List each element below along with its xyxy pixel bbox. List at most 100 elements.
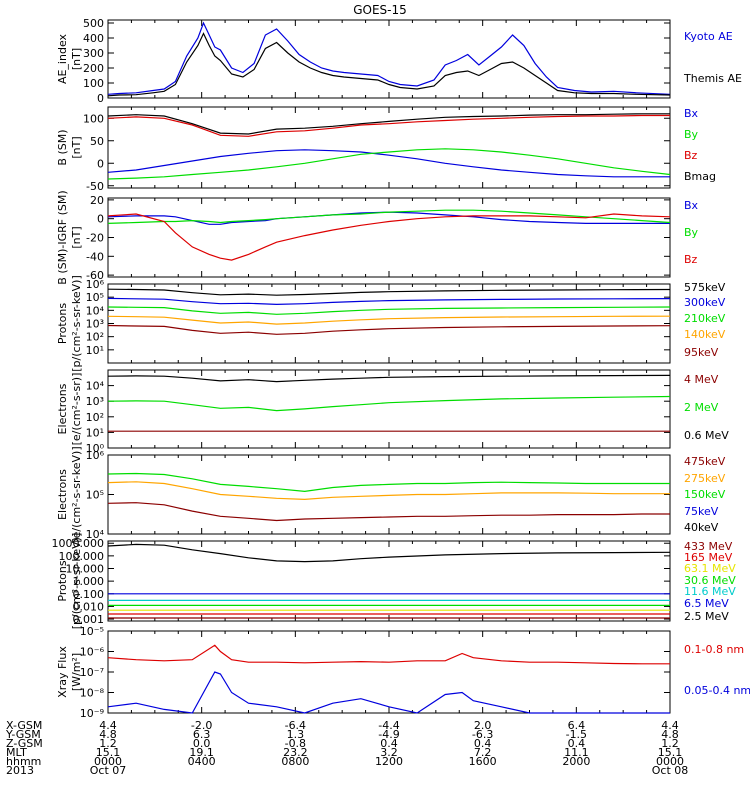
series-line-bmag [107, 113, 670, 135]
footer-value: 0800 [281, 755, 309, 768]
legend-entry: Bx [684, 107, 699, 120]
ytick-label: 20 [90, 194, 104, 207]
footer-value: -6.3 [472, 728, 493, 741]
footer-value: 4.4 [99, 719, 117, 732]
series-line-300kev [107, 297, 671, 306]
footer-value: 6.3 [193, 728, 211, 741]
legend-entry: 6.5 MeV [684, 597, 729, 610]
series-line-95kev [107, 324, 671, 335]
ytick-label: 10³ [86, 318, 104, 331]
panel-frame [107, 630, 671, 714]
ytick-label: 0 [97, 157, 104, 170]
footer-value: 15.1 [96, 746, 121, 759]
legend-entry: By [684, 128, 699, 141]
ytick-label: -40 [86, 250, 104, 263]
panel-frame [107, 197, 671, 278]
footer-value: 1600 [469, 755, 497, 768]
ytick-label: 0.001 [73, 613, 105, 626]
footer-value: -6.4 [285, 719, 306, 732]
legend-entry: Bz [684, 253, 698, 266]
y-axis-label: Protons [56, 303, 69, 344]
panel-bigrf: -60 -40 -20 0 20 B (SM)-IGRF (SM) [nT] Bx By Bz [56, 190, 699, 284]
ytick-label: -50 [86, 180, 104, 193]
series-line-bz [107, 114, 670, 137]
ytick-label: 10⁶ [86, 278, 105, 291]
ytick-label: 10³ [86, 395, 104, 408]
figure-title: GOES-15 [353, 3, 407, 17]
y-axis-label: B (SM) [56, 129, 69, 165]
legend-entry: Themis AE [683, 72, 742, 85]
footer-value: 1.3 [287, 728, 305, 741]
legend-entry: Bmag [684, 170, 716, 183]
footer-ephemeris: X-GSMY-GSMZ-GSMMLThhmm20134.44.81.215.10… [5, 719, 688, 777]
ytick-label: 10⁴ [86, 304, 105, 317]
footer-value: -4.9 [378, 728, 399, 741]
legend-entry: 75keV [684, 505, 719, 518]
footer-value: 0000 [656, 755, 684, 768]
series-line-0-1-0-8-nm [107, 644, 670, 665]
footer-row-label: X-GSM [6, 719, 42, 732]
ytick-label: 10¹ [86, 344, 104, 357]
panel-electrons_mev: 10⁰ 10¹ 10² 10³ 10⁴ Electrons [e/(cm²-s-sr)] 4 … [56, 369, 729, 455]
footer-value: 4.8 [661, 728, 679, 741]
footer-value: 4.4 [661, 719, 679, 732]
ytick-label: 10⁴ [86, 528, 105, 541]
legend-entry: 275keV [684, 472, 726, 485]
footer-value: Oct 08 [652, 764, 689, 777]
y-axis-label: [p/(cm²-s-sr-keV)] [70, 533, 83, 630]
footer-value: -4.4 [378, 719, 399, 732]
ytick-label: 50 [90, 135, 104, 148]
legend-entry: 2 MeV [684, 401, 719, 414]
footer-value: 7.2 [474, 746, 492, 759]
legend-entry: Bz [684, 149, 698, 162]
series-line-0-6-mev [107, 374, 671, 383]
y-axis-label: [nT] [70, 48, 83, 70]
footer-value: 3.2 [380, 746, 398, 759]
legend-entry: Kyoto AE [684, 30, 733, 43]
legend-entry: By [684, 226, 699, 239]
ytick-label: 100 [83, 112, 104, 125]
ytick-label: 10⁶ [86, 449, 105, 462]
series-line-210kev [107, 306, 671, 315]
footer-value: 0400 [188, 755, 216, 768]
series-line-2-mev [107, 395, 671, 412]
ytick-label: 0 [97, 213, 104, 226]
ytick-label: 0 [97, 92, 104, 105]
legend-entry: 140keV [684, 328, 726, 341]
footer-value: 15.1 [658, 746, 683, 759]
y-axis-label: Protons [56, 560, 69, 601]
y-axis-label: B (SM)-IGRF (SM) [56, 190, 69, 284]
series-line-150kev [107, 472, 670, 493]
series-line-bz [107, 213, 671, 261]
legend-entry: 575keV [684, 281, 726, 294]
ytick-label: 10² [86, 331, 104, 344]
legend-entry: 475keV [684, 455, 726, 468]
legend-entry: 210keV [684, 312, 726, 325]
ytick-label: -20 [86, 232, 104, 245]
ytick-label: 10⁻⁷ [80, 666, 104, 679]
footer-value: 1.2 [99, 737, 117, 750]
panel-electrons_kev: 10⁴ 10⁵ 10⁶ Electrons [e/(cm²-s-sr-keV)] 475k… [56, 446, 726, 542]
footer-value: 6.4 [568, 719, 586, 732]
ytick-label: 10⁴ [86, 380, 105, 393]
ytick-label: 10⁰ [86, 442, 105, 455]
y-axis-label: [e/(cm²-s-sr-keV)] [70, 446, 83, 542]
y-axis-label: Electrons [56, 383, 69, 434]
legend-entry: 300keV [684, 296, 726, 309]
y-axis-label: [e/(cm²-s-sr)] [70, 373, 83, 446]
ytick-label: 1.000 [73, 575, 105, 588]
series-line-575kev [107, 288, 671, 296]
ytick-label: 10⁻⁵ [80, 625, 104, 638]
footer-row-label: 2013 [6, 764, 34, 777]
ytick-label: 200 [83, 62, 104, 75]
legend-entry: Bx [684, 199, 699, 212]
ytick-label: 10¹ [86, 426, 104, 439]
panel-bsm: -50 0 50 100 B (SM) [nT] Bx By Bz Bmag [56, 106, 716, 193]
legend-entry: 433 MeV [684, 540, 733, 553]
footer-value: 23.2 [283, 746, 308, 759]
footer-value: 11.1 [564, 746, 589, 759]
series-line-by [107, 148, 671, 180]
footer-value: -2.0 [191, 719, 212, 732]
y-axis-label: AE_index [56, 33, 69, 84]
